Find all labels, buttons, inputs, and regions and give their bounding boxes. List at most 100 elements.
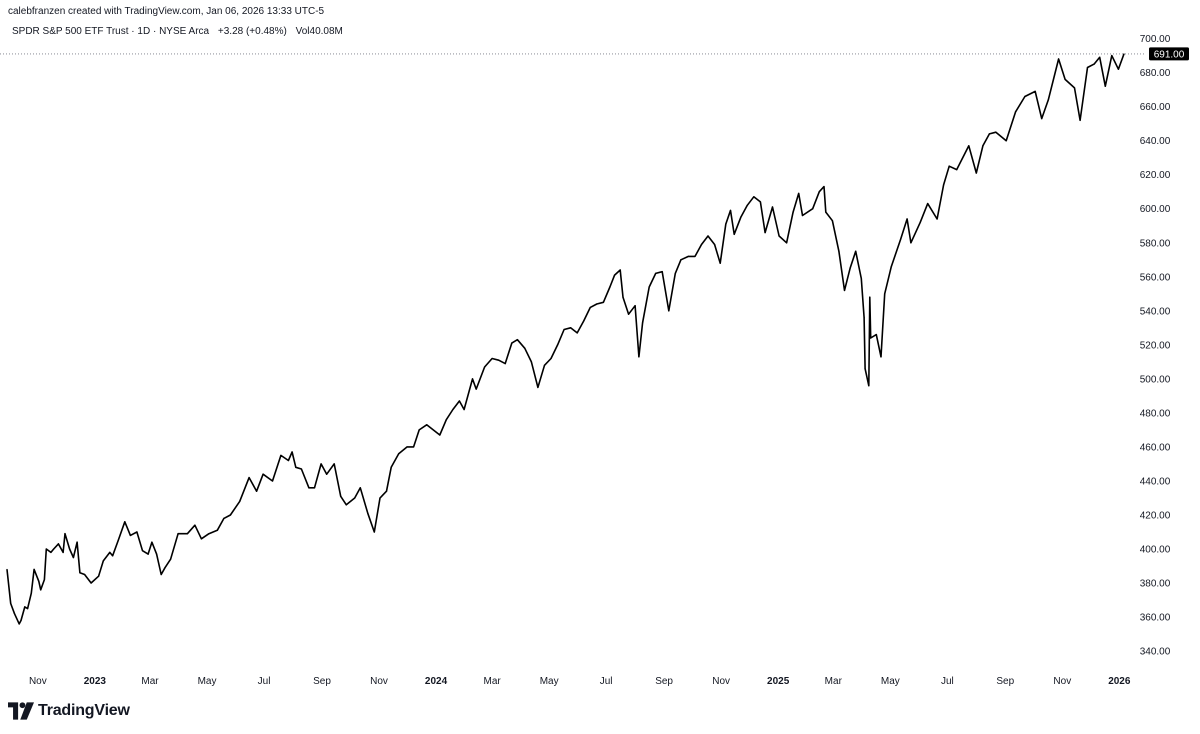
price-point	[733, 233, 735, 235]
price-point	[83, 573, 86, 576]
y-tick-label: 480.00	[1140, 408, 1171, 419]
price-point	[556, 344, 559, 346]
y-tick-label: 660.00	[1140, 102, 1171, 113]
price-point	[936, 218, 938, 220]
price-point	[491, 357, 493, 360]
symbol-legend: SPDR S&P 500 ETF Trust · 1D · NYSE Arca …	[12, 26, 349, 37]
x-tick-label: Mar	[141, 676, 159, 687]
price-point	[291, 451, 293, 453]
price-point	[498, 359, 500, 361]
price-point	[1093, 63, 1095, 65]
x-tick-label: 2026	[1108, 676, 1131, 687]
price-point	[927, 203, 929, 205]
price-point	[18, 623, 20, 625]
price-point	[825, 211, 827, 213]
price-point	[576, 332, 578, 334]
price-point	[910, 242, 912, 244]
price-point	[57, 543, 60, 545]
price-point	[194, 524, 196, 526]
y-tick-label: 640.00	[1140, 136, 1171, 147]
price-point	[602, 301, 604, 303]
y-tick-label: 400.00	[1140, 545, 1171, 556]
x-tick-label: 2023	[84, 676, 107, 687]
price-point	[1086, 66, 1089, 69]
price-point	[627, 313, 630, 315]
price-point	[1099, 56, 1101, 58]
price-point	[406, 446, 408, 448]
volume-value: Vol40.08M	[295, 26, 343, 37]
chart-credit: calebfranzen created with TradingView.co…	[8, 6, 325, 17]
price-point	[860, 277, 862, 280]
y-tick-label: 440.00	[1140, 476, 1171, 487]
price-point	[413, 446, 415, 448]
price-point	[550, 357, 552, 360]
price-point	[308, 487, 310, 489]
price-point	[537, 386, 539, 388]
price-point	[426, 424, 428, 426]
price-point	[543, 364, 546, 366]
price-point	[471, 378, 474, 380]
price-point	[30, 592, 32, 594]
price-point	[463, 408, 465, 411]
price-point	[864, 368, 866, 370]
price-point	[112, 555, 114, 557]
price-point	[76, 541, 78, 543]
price-point	[239, 500, 241, 502]
price-point	[1034, 90, 1036, 92]
tradingview-logo[interactable]: TradingView	[8, 702, 130, 720]
price-point	[504, 362, 506, 365]
price-point	[53, 548, 55, 550]
price-point	[141, 550, 144, 552]
price-point	[596, 303, 598, 305]
price-point	[385, 490, 388, 492]
price-point	[759, 201, 761, 203]
price-point	[725, 223, 727, 225]
price-point	[995, 131, 997, 133]
price-point	[700, 243, 703, 246]
price-point	[136, 531, 138, 533]
price-point	[638, 356, 640, 358]
symbol-name[interactable]: SPDR S&P 500 ETF Trust · 1D · NYSE Arca	[12, 26, 210, 37]
price-point	[280, 454, 282, 457]
x-tick-label: Jul	[258, 676, 271, 687]
price-point	[62, 551, 64, 554]
price-point	[13, 613, 16, 615]
price-point	[295, 466, 297, 468]
price-point	[870, 337, 872, 339]
price-point	[129, 534, 131, 537]
x-tick-label: 2024	[425, 676, 448, 687]
price-point	[124, 521, 126, 523]
price-point	[687, 255, 690, 257]
price-point	[812, 208, 814, 210]
price-point	[648, 286, 650, 288]
last-price-badge	[1149, 47, 1189, 61]
price-point	[956, 169, 958, 171]
price-point	[475, 388, 477, 390]
price-point	[740, 216, 742, 218]
x-tick-label: Mar	[484, 676, 502, 687]
price-point	[223, 517, 225, 519]
price-point	[694, 255, 696, 257]
price-point	[177, 533, 179, 535]
price-point	[50, 551, 52, 554]
price-point	[778, 235, 780, 237]
price-point	[164, 567, 166, 569]
price-point	[524, 347, 526, 349]
price-point	[248, 476, 250, 479]
price-point	[589, 306, 591, 309]
x-tick-label: Jul	[600, 676, 613, 687]
price-point	[674, 272, 676, 274]
price-point	[563, 328, 565, 331]
y-tick-label: 500.00	[1140, 374, 1171, 385]
price-point	[64, 533, 66, 535]
price-point	[823, 186, 825, 188]
price-point	[771, 206, 774, 208]
price-point	[300, 468, 303, 470]
price-series-line[interactable]	[6, 53, 1125, 625]
price-point	[418, 429, 420, 431]
price-point	[884, 293, 886, 295]
price-point	[398, 453, 400, 455]
x-tick-label: Nov	[370, 676, 388, 687]
price-point	[1005, 140, 1007, 142]
